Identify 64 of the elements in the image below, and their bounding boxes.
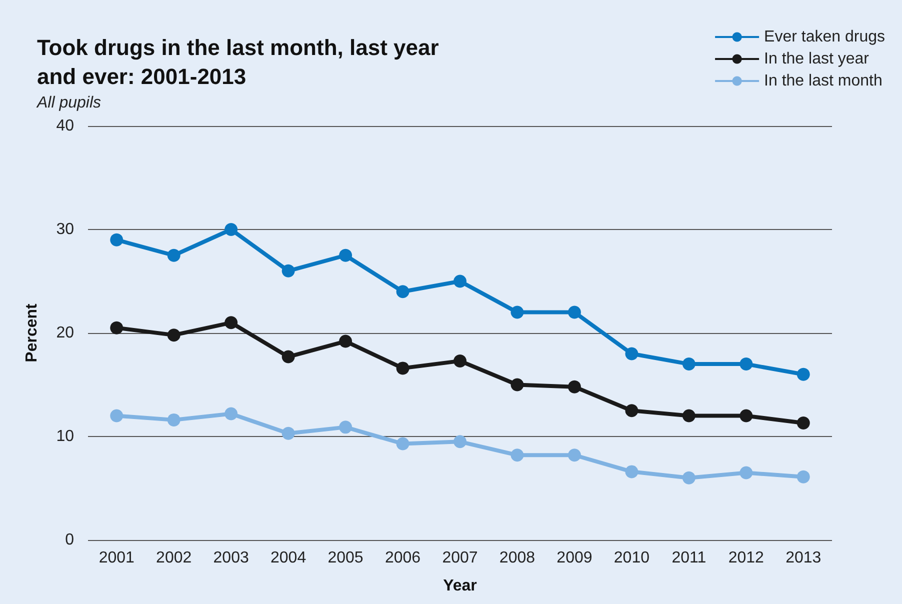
point: [568, 448, 581, 462]
point: [167, 328, 180, 342]
point: [110, 233, 124, 246]
legend-label: Ever taken drugs: [764, 28, 885, 46]
point: [568, 380, 581, 394]
point: [339, 420, 352, 434]
point: [224, 223, 238, 236]
x-tick-label: 2003: [213, 550, 249, 566]
point: [510, 378, 524, 392]
x-tick-label: 2006: [384, 550, 421, 566]
y-tick-label: 0: [65, 532, 74, 548]
point: [740, 409, 753, 422]
point: [740, 358, 753, 371]
point: [510, 448, 524, 462]
point: [796, 368, 810, 381]
point: [625, 347, 638, 360]
point: [167, 413, 180, 426]
point: [224, 407, 238, 420]
chart-subtitle: All pupils: [36, 94, 102, 112]
x-tick-label: 2007: [442, 550, 478, 566]
x-tick-label: 2012: [728, 550, 764, 566]
point: [396, 437, 410, 450]
point: [339, 334, 352, 348]
point: [110, 409, 124, 422]
legend-label: In the last month: [764, 72, 882, 90]
x-tick-label: 2008: [499, 550, 536, 566]
x-tick-label: 2011: [672, 550, 706, 566]
point: [454, 354, 466, 368]
point: [454, 435, 466, 448]
point: [454, 274, 466, 288]
point: [282, 264, 295, 278]
point: [396, 285, 410, 298]
point: [796, 470, 810, 484]
y-axis-title: Percent: [24, 302, 40, 362]
point: [282, 350, 295, 364]
point: [568, 306, 581, 319]
point: [396, 362, 410, 375]
y-tick-label: 20: [56, 324, 74, 342]
point: [682, 358, 696, 371]
x-tick-label: 2001: [98, 550, 135, 566]
x-tick-label: 2002: [156, 550, 192, 566]
point: [110, 321, 124, 334]
point: [625, 404, 638, 418]
point: [224, 316, 238, 330]
x-tick-label: 2009: [556, 550, 592, 566]
point: [339, 248, 352, 262]
point: [625, 465, 638, 478]
y-tick-label: 10: [56, 428, 74, 445]
point: [740, 466, 753, 480]
x-tick-label: 2004: [270, 550, 306, 566]
point: [682, 471, 696, 484]
y-tick-label: 40: [56, 118, 74, 134]
legend-label: In the last year: [764, 50, 870, 68]
y-tick-label: 30: [56, 221, 74, 238]
point: [510, 306, 524, 319]
point: [796, 416, 810, 430]
point: [282, 426, 295, 440]
x-tick-label: 2005: [328, 550, 364, 566]
point: [167, 248, 180, 262]
x-tick-label: 2010: [614, 550, 650, 566]
point: [682, 409, 696, 422]
chart-title: Took drugs in the last month, last year and ever: 2001-2013: [37, 35, 440, 89]
x-axis-title: Year: [443, 578, 477, 594]
x-tick-label: 2013: [786, 550, 822, 566]
